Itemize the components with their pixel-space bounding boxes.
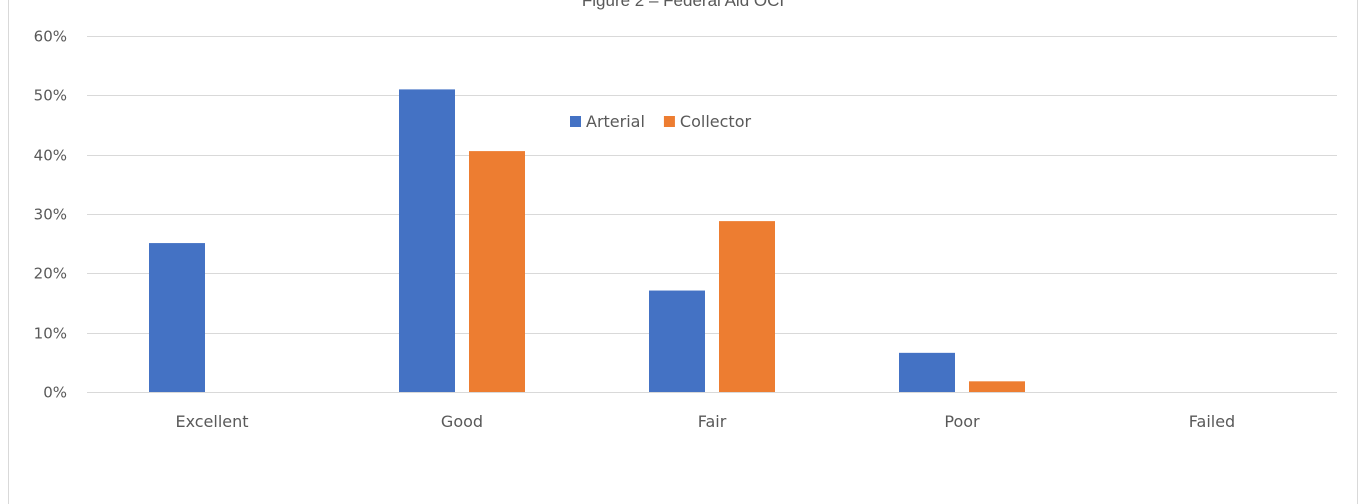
y-tick-label: 40% <box>34 147 67 165</box>
bar-arterial-poor <box>899 352 955 392</box>
legend-label-collector: Collector <box>680 112 752 131</box>
legend: Arterial Collector <box>570 112 751 131</box>
legend-label-arterial: Arterial <box>586 112 645 131</box>
bar-collector-fair <box>719 221 775 392</box>
x-axis-labels: Excellent Good Fair Poor Failed <box>175 412 1235 431</box>
y-tick-label: 10% <box>34 325 67 343</box>
x-category-label: Excellent <box>175 412 248 431</box>
legend-swatch-arterial <box>570 116 581 127</box>
x-category-label: Poor <box>944 412 980 431</box>
x-category-label: Fair <box>698 412 727 431</box>
y-tick-label: 50% <box>34 87 67 105</box>
y-tick-label: 30% <box>34 206 67 224</box>
bar-arterial-excellent <box>149 243 205 392</box>
gridlines <box>87 36 1337 334</box>
legend-swatch-collector <box>663 116 675 127</box>
bar-collector-poor <box>969 381 1025 392</box>
y-tick-label: 60% <box>34 28 67 46</box>
y-axis-ticks: 0% 10% 20% 30% 40% 50% 60% <box>34 28 67 402</box>
bar-arterial-fair <box>649 290 705 392</box>
bar-arterial-good <box>399 89 455 393</box>
y-tick-label: 0% <box>43 384 67 402</box>
x-category-label: Failed <box>1189 412 1235 431</box>
chart-border <box>8 0 1358 504</box>
chart-title: Figure 2 – Federal Aid OCI <box>582 0 784 10</box>
bars <box>149 89 1025 393</box>
bar-collector-good <box>469 151 525 392</box>
x-category-label: Good <box>441 412 483 431</box>
y-tick-label: 20% <box>34 265 67 283</box>
